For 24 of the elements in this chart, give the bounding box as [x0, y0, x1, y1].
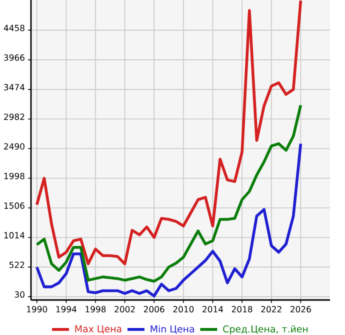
y-tick-label: 2490: [4, 143, 24, 150]
x-tick-label: 1990: [27, 306, 48, 312]
x-tick-label: 2022: [261, 306, 282, 312]
x-tick-label: 2002: [114, 306, 135, 312]
x-tick-label: 1994: [56, 306, 76, 312]
legend-label: Min Цена: [150, 325, 194, 334]
x-tick-label: 2014: [202, 306, 224, 312]
y-tick-label: 522: [9, 262, 24, 268]
legend-label: Сред.Цена, т.йен: [223, 325, 308, 334]
y-tick-label: 3474: [4, 84, 25, 90]
y-tick-label: 2982: [4, 114, 24, 120]
y-tick-label: 4458: [4, 24, 24, 32]
x-tick-label: 2010: [173, 306, 194, 312]
line-series: [35, 0, 302, 266]
y-tick-label: 1506: [4, 202, 24, 209]
x-tick-label: 1998: [86, 306, 106, 312]
y-tick-label: 1014: [4, 232, 25, 238]
x-tick-label: 2006: [144, 306, 164, 312]
legend-label: Max Цена: [75, 325, 122, 334]
y-tick-label: 3966: [4, 54, 24, 61]
y-tick-label: 1998: [4, 172, 24, 180]
x-tick-label: 2026: [290, 306, 311, 312]
y-tick-label: 30: [14, 291, 24, 298]
x-tick-label: 2018: [232, 306, 252, 312]
